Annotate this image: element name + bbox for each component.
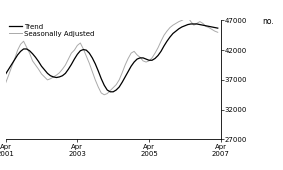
Legend: Trend, Seasonally Adjusted: Trend, Seasonally Adjusted bbox=[9, 24, 95, 37]
Y-axis label: no.: no. bbox=[262, 17, 274, 26]
